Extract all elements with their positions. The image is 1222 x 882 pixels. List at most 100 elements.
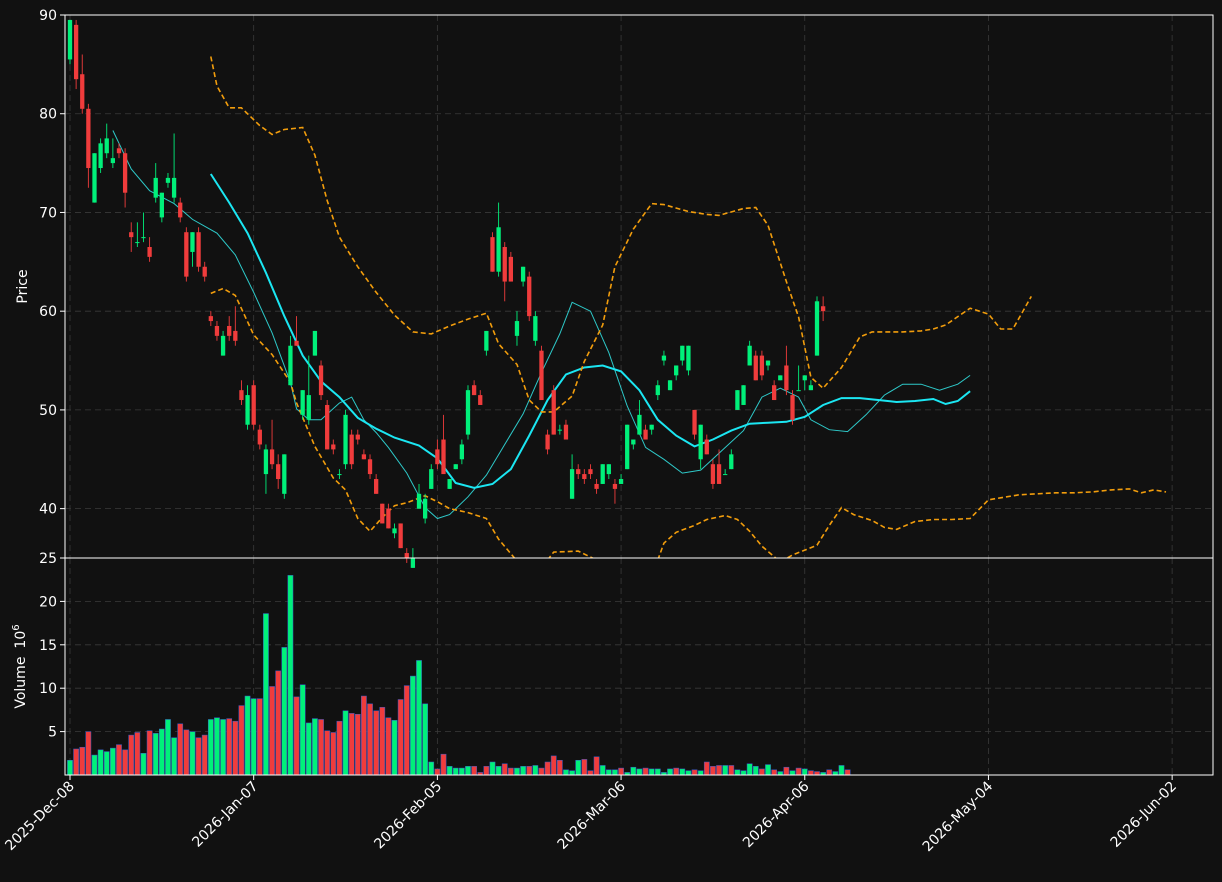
candle-body xyxy=(490,237,495,272)
volume-bar xyxy=(367,703,373,776)
volume-bar xyxy=(312,718,318,776)
volume-bar xyxy=(348,713,355,776)
volume-bar xyxy=(783,766,790,776)
volume-panel-frame xyxy=(64,557,1214,776)
volume-bar xyxy=(263,613,269,776)
candle-body xyxy=(539,350,544,401)
candle-body xyxy=(576,469,581,475)
volume-bar xyxy=(801,768,808,776)
price-y-axis-label: Price xyxy=(15,269,31,303)
candle-body xyxy=(637,414,642,435)
volume-bar xyxy=(532,765,539,776)
candle-body xyxy=(392,528,397,534)
candle-body xyxy=(649,424,654,430)
candle-body xyxy=(796,390,801,392)
volume-bar xyxy=(685,770,692,776)
volume-bar xyxy=(330,732,337,776)
band-upper-line xyxy=(210,56,1032,413)
candle-body xyxy=(380,503,385,524)
x-tick-label: 2025-Dec-08 xyxy=(2,779,77,854)
candle-body xyxy=(165,177,171,183)
candle-body xyxy=(784,365,789,391)
volume-bars xyxy=(67,575,851,776)
volume-bar xyxy=(605,769,612,776)
candle-body xyxy=(441,439,446,475)
volume-bar xyxy=(67,759,73,776)
candle-body xyxy=(263,449,269,475)
candle-body xyxy=(416,493,422,509)
candle-body xyxy=(692,409,697,435)
candle-body xyxy=(294,340,299,346)
volume-bar xyxy=(97,749,104,776)
moving-average-slow-line xyxy=(209,173,971,489)
price-gridlines xyxy=(65,14,1213,558)
volume-bar xyxy=(250,698,257,776)
volume-bar xyxy=(275,670,282,776)
volume-bar xyxy=(465,766,471,776)
candle-body xyxy=(551,390,556,435)
candle-body xyxy=(741,385,746,405)
candle-body xyxy=(735,390,740,410)
volume-bar xyxy=(434,768,441,776)
volume-bar xyxy=(73,748,79,776)
volume-y-tick-label: 20 xyxy=(39,594,57,610)
volume-bar xyxy=(489,761,496,776)
volume-bar xyxy=(220,719,226,776)
candle-body xyxy=(429,469,434,489)
volume-bar xyxy=(581,759,588,776)
candle-body xyxy=(116,148,122,154)
candle-body xyxy=(747,345,752,366)
volume-bar xyxy=(538,767,545,776)
candle-body xyxy=(122,153,128,193)
volume-bar xyxy=(814,771,820,776)
volume-bar xyxy=(459,767,465,776)
volume-bar xyxy=(293,696,300,776)
volume-bar xyxy=(563,769,569,776)
candle-body xyxy=(227,325,232,336)
moving-average-fast-line xyxy=(112,130,971,520)
candle-body xyxy=(716,464,722,484)
volume-bar xyxy=(746,763,753,776)
candle-body xyxy=(557,429,562,431)
candle-body xyxy=(435,449,440,465)
volume-bar xyxy=(587,770,594,776)
band-lower-line xyxy=(657,488,1167,558)
volume-bar xyxy=(569,770,575,776)
candle-body xyxy=(655,385,660,396)
volume-bar xyxy=(269,686,275,776)
candle-body xyxy=(110,158,116,164)
volume-bar xyxy=(110,747,116,776)
candle-body xyxy=(484,330,489,351)
volume-bar xyxy=(281,647,288,776)
price-y-tick-label: 80 xyxy=(39,107,57,123)
volume-label-power: 6 xyxy=(11,624,22,630)
x-tick-label: 2026-Feb-05 xyxy=(371,779,445,853)
candle-body xyxy=(202,266,207,277)
volume-bar xyxy=(667,768,673,776)
volume-bar xyxy=(740,770,747,776)
volume-bar xyxy=(379,707,386,776)
volume-bar xyxy=(342,710,349,776)
candle-body xyxy=(674,365,679,376)
candle-body xyxy=(661,355,667,361)
volume-bar xyxy=(146,730,153,776)
volume-bar xyxy=(238,705,245,776)
band-lower-line xyxy=(210,287,516,558)
price-panel-frame xyxy=(64,14,1214,559)
candle-body xyxy=(159,192,164,218)
candle-body xyxy=(422,498,428,519)
volume-bar xyxy=(183,729,190,776)
candle-body xyxy=(704,439,709,455)
volume-bar xyxy=(795,767,802,776)
candle-body xyxy=(374,479,379,494)
volume-bar xyxy=(679,768,686,776)
volume-bar xyxy=(305,722,312,776)
volume-bar xyxy=(697,770,704,776)
candle-body xyxy=(686,345,691,371)
volume-bar xyxy=(728,765,735,776)
volume-y-axis-label: Volume 106 xyxy=(11,624,29,708)
candle-body xyxy=(698,424,703,460)
volume-bar xyxy=(299,684,306,776)
candle-body xyxy=(710,464,716,484)
candle-body xyxy=(171,177,177,198)
